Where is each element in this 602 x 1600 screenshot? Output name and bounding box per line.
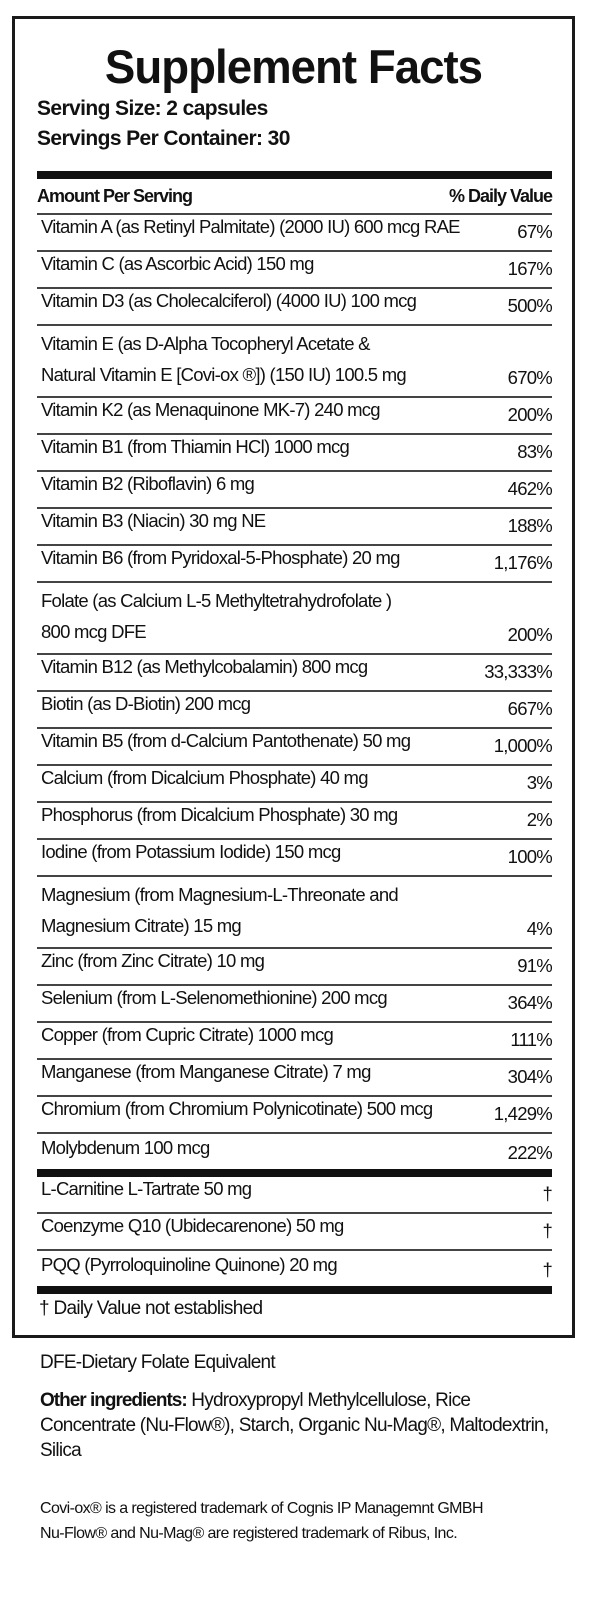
nutrient-row: Biotin (as D-Biotin) 200 mcg 667% [37, 692, 553, 729]
nutrient-name: Vitamin B12 (as Methylcobalamin) 800 mcg [41, 656, 368, 677]
thick-divider [37, 1286, 552, 1294]
supplement-facts-panel: Supplement Facts Serving Size: 2 capsule… [12, 16, 575, 1338]
nutrient-row: Vitamin A (as Retinyl Palmitate) (2000 I… [37, 215, 553, 252]
nutrient-row: Selenium (from L-Selenomethionine) 200 m… [37, 986, 553, 1023]
daily-value: † [542, 1183, 552, 1204]
nutrient-row: Vitamin D3 (as Cholecalciferol) (4000 IU… [37, 289, 553, 326]
daily-value: 670% [507, 367, 553, 388]
nutrient-row: Zinc (from Zinc Citrate) 10 mg 91% [37, 949, 553, 986]
nutrient-name: Vitamin D3 (as Cholecalciferol) (4000 IU… [41, 290, 417, 311]
daily-value: 1,000% [493, 735, 553, 756]
daily-value: 222% [507, 1142, 553, 1163]
nutrient-row: PQQ (Pyrroloquinoline Quinone) 20 mg † [37, 1251, 553, 1288]
daily-value: 1,176% [493, 552, 553, 573]
serving-size: Serving Size: 2 capsules [37, 97, 268, 120]
table-header: Amount Per Serving % Daily Value [37, 179, 553, 213]
panel-title: Supplement Facts [104, 40, 483, 93]
thick-divider [37, 1169, 552, 1177]
nutrient-name: Vitamin C (as Ascorbic Acid) 150 mg [41, 253, 314, 274]
daily-value: 1,429% [493, 1103, 553, 1124]
daily-value: † [542, 1220, 552, 1241]
nutrient-row: Phosphorus (from Dicalcium Phosphate) 30… [37, 803, 553, 840]
nutrient-row: Calcium (from Dicalcium Phosphate) 40 mg… [37, 766, 553, 803]
daily-value: 83% [517, 441, 553, 462]
nutrient-name: Calcium (from Dicalcium Phosphate) 40 mg [41, 767, 369, 788]
dfe-note: DFE-Dietary Folate Equivalent [40, 1352, 276, 1373]
other-ingredients-label: Other ingredients: [40, 1390, 188, 1411]
nutrient-row: Magnesium (from Magnesium-L-Threonate an… [37, 877, 553, 949]
nutrient-name: Vitamin B6 (from Pyridoxal-5-Phosphate) … [41, 547, 400, 568]
nutrient-row: Vitamin K2 (as Menaquinone MK-7) 240 mcg… [37, 398, 553, 435]
nutrient-list: Vitamin A (as Retinyl Palmitate) (2000 I… [37, 215, 553, 1171]
nutrient-name: Folate (as Calcium L-5 Methyltetrahydrof… [41, 590, 392, 642]
nutrient-name: Vitamin B5 (from d-Calcium Pantothenate)… [41, 730, 411, 751]
nutrient-row: Vitamin B1 (from Thiamin HCl) 1000 mcg 83… [37, 435, 553, 472]
nutrient-name: Manganese (from Manganese Citrate) 7 mg [41, 1061, 371, 1082]
nutrient-row: Iodine (from Potassium Iodide) 150 mcg 10… [37, 840, 553, 877]
thin-divider [37, 213, 552, 215]
nutrient-row: Vitamin B2 (Riboflavin) 6 mg 462% [37, 472, 553, 509]
nutrient-name: Vitamin E (as D-Alpha Tocopheryl Acetate… [41, 333, 407, 385]
nutrient-name: Chromium (from Chromium Polynicotinate) … [41, 1098, 433, 1119]
daily-value: 167% [507, 258, 553, 279]
amount-per-serving-label: Amount Per Serving [37, 185, 193, 206]
daily-value: 100% [507, 846, 553, 867]
nutrient-name: Copper (from Cupric Citrate) 1000 mcg [41, 1024, 334, 1045]
nutrient-row: Manganese (from Manganese Citrate) 7 mg 3… [37, 1060, 553, 1097]
nutrient-row: Chromium (from Chromium Polynicotinate) … [37, 1097, 553, 1134]
daily-value: † [542, 1259, 552, 1280]
other-ingredients: Other ingredients: Hydroxypropyl Methylc… [40, 1388, 560, 1463]
nutrient-row: Vitamin C (as Ascorbic Acid) 150 mg 167% [37, 252, 553, 289]
daily-value: 304% [507, 1066, 553, 1087]
nutrient-row: Vitamin B6 (from Pyridoxal-5-Phosphate) … [37, 546, 553, 583]
nutrient-row: Molybdenum 100 mcg 222% [37, 1134, 553, 1171]
nutrient-row: Folate (as Calcium L-5 Methyltetrahydrof… [37, 583, 553, 655]
servings-per-container: Servings Per Container: 30 [37, 127, 290, 150]
nutrient-name: Vitamin B3 (Niacin) 30 mg NE [41, 510, 266, 531]
nutrient-row: Vitamin B12 (as Methylcobalamin) 800 mcg… [37, 655, 553, 692]
nutrient-name: Coenzyme Q10 (Ubidecarenone) 50 mg [41, 1215, 344, 1236]
nutrient-name: Biotin (as D-Biotin) 200 mcg [41, 693, 251, 714]
nutrient-row: Vitamin B3 (Niacin) 30 mg NE 188% [37, 509, 553, 546]
daily-value: 2% [526, 809, 553, 830]
nutrient-row: Vitamin B5 (from d-Calcium Pantothenate)… [37, 729, 553, 766]
thick-divider [37, 171, 552, 179]
daily-value: 33,333% [484, 661, 553, 682]
daily-value: 364% [507, 992, 553, 1013]
footnote: † Daily Value not established [39, 1298, 263, 1319]
daily-value: 4% [526, 918, 553, 939]
other-ingredients-text: Hydroxypropyl Methylcellulose, Rice Conc… [40, 1390, 549, 1461]
daily-value: 500% [507, 295, 553, 316]
trademark-note: Nu-Flow® and Nu-Mag® are registered trad… [40, 1525, 458, 1542]
daily-value: 200% [507, 404, 553, 425]
daily-value: 3% [526, 772, 553, 793]
nutrient-name: Vitamin K2 (as Menaquinone MK-7) 240 mcg [41, 399, 381, 420]
nutrient-table: Amount Per Serving % Daily Value Vitamin… [37, 171, 553, 1320]
other-actives-list: L-Carnitine L-Tartrate 50 mg † Coenzyme Q1… [37, 1177, 553, 1288]
daily-value: 188% [507, 515, 553, 536]
daily-value: 67% [517, 221, 553, 242]
nutrient-name: Magnesium (from Magnesium-L-Threonate an… [41, 884, 399, 936]
nutrient-row: L-Carnitine L-Tartrate 50 mg † [37, 1177, 553, 1214]
nutrient-row: Vitamin E (as D-Alpha Tocopheryl Acetate… [37, 326, 553, 398]
nutrient-name: Vitamin B1 (from Thiamin HCl) 1000 mcg [41, 436, 350, 457]
nutrient-name: Iodine (from Potassium Iodide) 150 mcg [41, 841, 341, 862]
trademark-note: Covi-ox® is a registered trademark of Co… [40, 1500, 484, 1517]
nutrient-name: Vitamin A (as Retinyl Palmitate) (2000 I… [41, 216, 461, 237]
nutrient-row: Coenzyme Q10 (Ubidecarenone) 50 mg † [37, 1214, 553, 1251]
nutrient-name: Molybdenum 100 mcg [41, 1137, 210, 1158]
nutrient-name: Zinc (from Zinc Citrate) 10 mg [41, 950, 265, 971]
nutrient-name: L-Carnitine L-Tartrate 50 mg [41, 1178, 252, 1199]
nutrient-name: Vitamin B2 (Riboflavin) 6 mg [41, 473, 255, 494]
nutrient-name: Selenium (from L-Selenomethionine) 200 m… [41, 987, 388, 1008]
daily-value: 91% [517, 955, 553, 976]
daily-value-label: % Daily Value [448, 185, 553, 206]
nutrient-row: Copper (from Cupric Citrate) 1000 mcg 111… [37, 1023, 553, 1060]
daily-value: 200% [507, 624, 553, 645]
daily-value: 462% [507, 478, 553, 499]
daily-value: 667% [507, 698, 553, 719]
nutrient-name: PQQ (Pyrroloquinoline Quinone) 20 mg [41, 1254, 338, 1275]
nutrient-name: Phosphorus (from Dicalcium Phosphate) 30… [41, 804, 398, 825]
daily-value: 111% [510, 1029, 552, 1050]
